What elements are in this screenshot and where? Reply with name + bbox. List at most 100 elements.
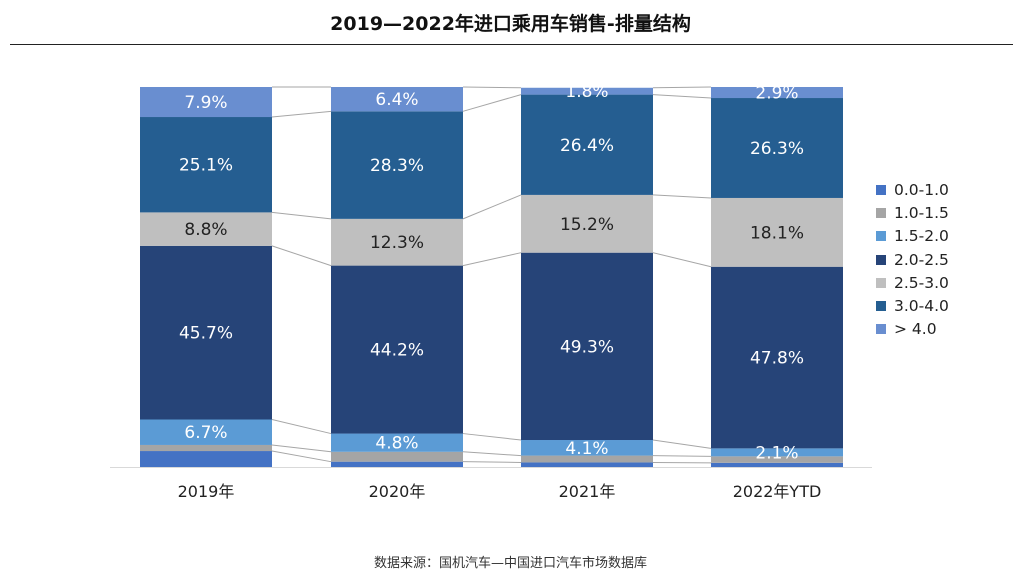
bar-stack-4: [711, 87, 843, 467]
legend-item: 2.0-2.5: [876, 248, 949, 271]
connector-line: [271, 110, 332, 118]
connector-line: [652, 94, 712, 99]
legend-swatch: [876, 207, 886, 218]
bar-segment: [521, 94, 653, 195]
bar-segment: [140, 117, 272, 213]
legend-label: 3.0-4.0: [894, 297, 949, 316]
data-label: 4.1%: [565, 439, 608, 459]
bar-segment: [331, 265, 463, 434]
connector-line: [271, 444, 332, 453]
bar-segment: [140, 87, 272, 118]
data-label: 26.4%: [560, 136, 614, 156]
data-label: 1.8%: [565, 82, 608, 102]
legend-swatch: [876, 254, 886, 265]
bar-segment: [331, 451, 463, 462]
data-label: 28.3%: [370, 156, 424, 176]
data-labels: 6.7% 45.7% 8.8% 25.1% 7.9% 4.8% 44.2% 12.3% 28.3…: [179, 82, 804, 463]
data-label: 44.2%: [370, 341, 424, 361]
bar-segment: [521, 87, 653, 95]
connector-line: [652, 86, 712, 89]
connector-line: [652, 252, 712, 268]
bar-segment: [140, 444, 272, 452]
data-label: 2.1%: [755, 443, 798, 463]
data-label: 6.7%: [184, 423, 227, 443]
bar-segment: [140, 212, 272, 246]
bar-segment: [711, 98, 843, 198]
connector-line: [462, 252, 522, 267]
connector-line: [462, 433, 522, 441]
title-divider: [10, 44, 1013, 45]
legend-item: 1.0-1.5: [876, 201, 949, 224]
legend-swatch: [876, 184, 886, 195]
bar-segment: [331, 433, 463, 452]
chart-title: 2019—2022年进口乘用车销售-排量结构: [330, 13, 691, 35]
data-label: 8.8%: [184, 220, 227, 240]
data-label: 2.9%: [755, 84, 798, 104]
data-label: 47.8%: [750, 349, 804, 369]
chart-legend: 0.0-1.0 1.0-1.5 1.5-2.0 2.0-2.5 2.5-3.0 3.0-4…: [876, 178, 949, 341]
series-connector-lines: [271, 86, 712, 464]
connector-line: [271, 450, 332, 463]
data-label: 4.8%: [375, 434, 418, 454]
bar-segment: [331, 111, 463, 219]
data-label: 15.2%: [560, 215, 614, 235]
data-label: 45.7%: [179, 324, 233, 344]
bar-segment: [140, 245, 272, 420]
legend-label: > 4.0: [894, 320, 937, 339]
legend-label: 1.0-1.5: [894, 203, 949, 222]
bar-segment: [331, 461, 463, 467]
legend-item: 0.0-1.0: [876, 178, 949, 201]
bar-segment: [331, 87, 463, 112]
bar-stack-2: [331, 87, 463, 467]
connector-line: [271, 419, 332, 435]
bar-segment: [521, 440, 653, 456]
legend-label: 2.0-2.5: [894, 250, 949, 269]
bar-stack-3: [521, 87, 653, 467]
connector-line: [462, 94, 522, 112]
x-tick-label: 2019年: [178, 482, 235, 501]
bar-segment: [711, 87, 843, 99]
bar-segment: [521, 252, 653, 441]
legend-item: > 4.0: [876, 318, 949, 341]
bar-segment: [140, 451, 272, 467]
bar-segment: [711, 197, 843, 267]
connector-line: [462, 451, 522, 457]
bar-segment: [331, 218, 463, 266]
legend-swatch: [876, 277, 886, 288]
connector-line: [652, 194, 712, 199]
connector-line: [462, 86, 522, 89]
legend-label: 2.5-3.0: [894, 273, 949, 292]
bar-segment: [521, 455, 653, 463]
connector-line: [652, 455, 712, 457]
x-tick-label: 2021年: [559, 482, 616, 501]
legend-label: 0.0-1.0: [894, 180, 949, 199]
bar-segment: [140, 419, 272, 445]
bar-segment: [711, 462, 843, 467]
legend-label: 1.5-2.0: [894, 227, 949, 246]
connector-line: [271, 245, 332, 267]
data-label: 18.1%: [750, 223, 804, 243]
data-label: 7.9%: [184, 93, 227, 113]
bar-segment: [711, 456, 843, 463]
data-label: 25.1%: [179, 156, 233, 176]
data-label: 12.3%: [370, 233, 424, 253]
bar-segment: [711, 266, 843, 449]
legend-swatch: [876, 301, 886, 312]
bar-segment: [711, 448, 843, 457]
x-tick-label: 2020年: [369, 482, 426, 501]
connector-line: [271, 211, 332, 220]
legend-item: 3.0-4.0: [876, 294, 949, 317]
data-label: 6.4%: [375, 90, 418, 110]
legend-item: 1.5-2.0: [876, 225, 949, 248]
connector-line: [462, 461, 522, 463]
bar-segment: [521, 462, 653, 467]
legend-item: 2.5-3.0: [876, 271, 949, 294]
data-source-note: 数据来源：国机汽车—中国进口汽车市场数据库: [373, 556, 647, 571]
connector-line: [652, 439, 712, 449]
bar-segment: [521, 194, 653, 253]
x-tick-labels: 2019年 2020年 2021年 2022年YTD: [178, 482, 822, 501]
data-label: 49.3%: [560, 337, 614, 357]
data-label: 26.3%: [750, 139, 804, 159]
legend-swatch: [876, 324, 886, 335]
